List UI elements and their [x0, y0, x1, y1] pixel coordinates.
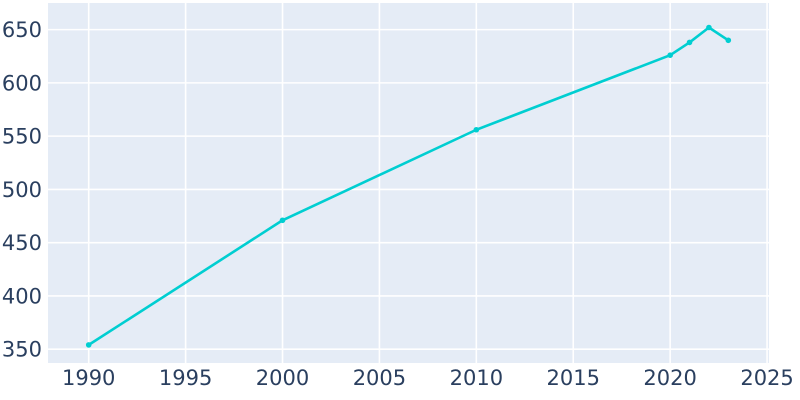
- x-tick-label: 1995: [159, 366, 212, 390]
- data-point-marker[interactable]: [667, 52, 673, 58]
- data-point-marker[interactable]: [725, 37, 732, 44]
- x-tick-label: 1990: [62, 366, 115, 390]
- y-tick-label: 650: [2, 18, 42, 42]
- data-point-marker[interactable]: [473, 126, 480, 133]
- x-tick-label: 2020: [643, 366, 696, 390]
- x-tick-label: 2010: [450, 366, 503, 390]
- x-tick-label: 2025: [740, 366, 793, 390]
- y-tick-label: 550: [2, 125, 42, 149]
- data-point-marker[interactable]: [706, 24, 712, 31]
- plot-area[interactable]: [48, 3, 769, 363]
- y-tick-label: 450: [2, 231, 42, 255]
- y-tick-label: 400: [2, 284, 42, 308]
- data-point-marker[interactable]: [85, 342, 92, 348]
- x-tick-label: 2015: [547, 366, 600, 390]
- y-tick-label: 600: [2, 71, 42, 95]
- y-tick-label: 350: [2, 338, 42, 362]
- data-point-marker[interactable]: [279, 217, 286, 224]
- y-tick-label: 500: [2, 178, 42, 202]
- x-tick-label: 2005: [353, 366, 406, 390]
- data-point-marker[interactable]: [686, 39, 693, 46]
- x-tick-label: 2000: [256, 366, 309, 390]
